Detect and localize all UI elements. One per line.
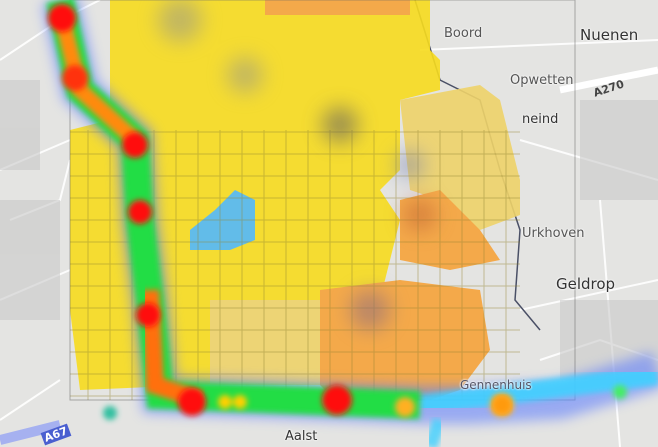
heat-hotspot	[136, 303, 160, 327]
place-label-boord: Boord	[444, 26, 483, 41]
place-label-aalst: Aalst	[285, 429, 318, 444]
heatmap-layer[interactable]	[41, 0, 658, 447]
place-label-gennenhuis: Gennenhuis	[460, 378, 532, 392]
heat-spot	[103, 406, 117, 420]
place-label-opwetten: Opwetten	[510, 73, 574, 88]
a270-road	[559, 66, 658, 94]
heat-hotspot	[122, 132, 148, 158]
shade-spots	[158, 0, 436, 330]
heat-spot	[613, 385, 627, 399]
heat-spot	[233, 395, 247, 409]
heat-spot	[218, 395, 232, 409]
basemap-blocks	[0, 80, 658, 380]
heat-hotspot	[62, 65, 88, 91]
heat-spot	[395, 397, 415, 417]
a67-road	[0, 420, 62, 445]
heat-hotspot	[48, 4, 76, 32]
region-orange-north	[265, 0, 410, 15]
heat-hotspot	[128, 200, 152, 224]
place-label-neind: neind	[522, 112, 559, 127]
heat-hotspot	[322, 385, 352, 415]
place-label-geldrop: Geldrop	[556, 275, 616, 293]
place-label-urkhoven: Urkhoven	[522, 226, 585, 241]
place-label-nuenen: Nuenen	[580, 26, 639, 44]
heat-hotspot	[178, 388, 206, 416]
